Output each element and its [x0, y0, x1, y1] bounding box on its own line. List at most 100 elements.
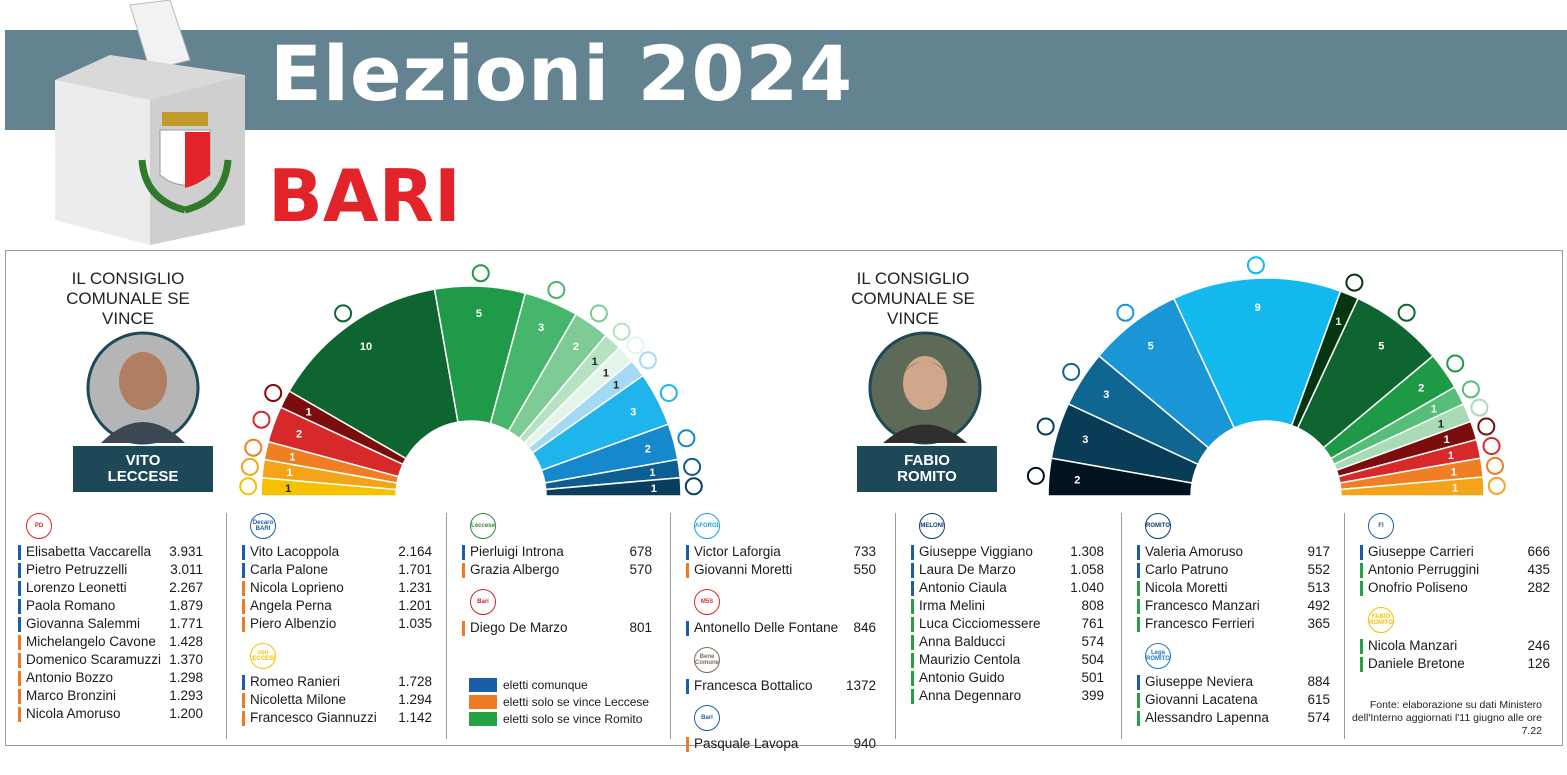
candidate-row: Antonio Bozzo 1.298 — [18, 669, 203, 687]
candidate-name: Antonio Bozzo — [26, 670, 114, 685]
candidate-name: Maurizio Centola — [919, 652, 1021, 667]
status-bar — [911, 563, 914, 578]
candidate-row: Anna Balducci 574 — [911, 633, 1104, 651]
candidate-name: Piero Albenzio — [250, 616, 337, 631]
legend-swatch — [469, 712, 497, 726]
candidate-row: Giovanni Moretti 550 — [686, 561, 876, 579]
status-bar — [18, 689, 21, 704]
seat-label: 2 — [1074, 474, 1080, 486]
party-logo-icon — [1246, 256, 1265, 275]
candidate-row: Diego De Marzo 801 — [462, 619, 652, 637]
status-bar — [686, 679, 689, 694]
candidate-row: Pierluigi Introna 678 — [462, 543, 652, 561]
status-bar — [18, 599, 21, 614]
seat-label: 1 — [1438, 419, 1444, 431]
party-logo-icon: PD — [26, 513, 52, 539]
status-bar — [911, 653, 914, 668]
party-logo-icon — [1345, 273, 1364, 292]
seat-label: 9 — [1255, 302, 1261, 314]
candidate-name: Laura De Marzo — [919, 562, 1016, 577]
candidate-first-name: FABIO — [904, 452, 950, 469]
candidate-votes: 1.293 — [169, 688, 203, 703]
status-bar — [911, 617, 914, 632]
candidate-row: Alessandro Lapenna 574 — [1137, 709, 1330, 727]
candidate-row: Antonello Delle Fontane 846 — [686, 619, 876, 637]
candidate-votes: 570 — [629, 562, 652, 577]
candidate-name: Nicola Amoruso — [26, 706, 121, 721]
candidate-row: Giovanna Salemmi 1.771 — [18, 615, 203, 633]
status-bar — [911, 581, 914, 596]
candidate-votes: 678 — [629, 544, 652, 559]
seat-slice — [1172, 277, 1342, 430]
candidate-votes: 501 — [1081, 670, 1104, 685]
seat-label: 1 — [1431, 404, 1437, 416]
party-logo-icon — [684, 477, 703, 496]
seat-slice — [1339, 476, 1485, 497]
seat-label: 1 — [289, 451, 295, 463]
status-bar — [242, 545, 245, 560]
candidate-row: Antonio Guido 501 — [911, 669, 1104, 687]
candidate-row: Antonio Perruggini 435 — [1360, 561, 1550, 579]
party-logo-icon: ROMITO — [1145, 513, 1171, 539]
candidate-row: Giuseppe Carrieri 666 — [1360, 543, 1550, 561]
status-bar — [1360, 563, 1363, 578]
candidate-row: Anna Degennaro 399 — [911, 687, 1104, 705]
party-logo-icon — [589, 304, 608, 323]
candidate-votes: 2.164 — [398, 544, 432, 559]
avatar-leccese — [86, 331, 200, 445]
candidate-name: Nicola Moretti — [1145, 580, 1228, 595]
party-logo-icon — [1461, 380, 1480, 399]
candidate-votes: 1.058 — [1070, 562, 1104, 577]
candidate-votes: 1.428 — [169, 634, 203, 649]
seat-label: 1 — [1452, 483, 1458, 495]
party-logo-icon — [1477, 417, 1496, 436]
candidate-name: Irma Melini — [919, 598, 986, 613]
seat-label: 3 — [630, 407, 636, 419]
candidate-votes: 1.728 — [398, 674, 432, 689]
candidate-votes: 550 — [853, 562, 876, 577]
status-bar — [18, 581, 21, 596]
candidate-votes: 940 — [853, 736, 876, 751]
seat-label: 1 — [1451, 466, 1457, 478]
legend-swatch — [469, 678, 497, 692]
status-bar — [462, 563, 465, 578]
status-bar — [242, 563, 245, 578]
candidate-last-name: ROMITO — [897, 468, 957, 485]
party-logo-icon — [1487, 476, 1506, 495]
status-bar — [1360, 545, 1363, 560]
seat-label: 3 — [538, 322, 544, 334]
party-logo-icon — [1470, 398, 1489, 417]
candidate-name: Giuseppe Neviera — [1145, 674, 1254, 689]
column-divider — [895, 513, 896, 739]
seat-label: 2 — [645, 444, 651, 456]
party-logo-icon — [683, 457, 702, 476]
party-logo-icon — [547, 280, 566, 299]
candidate-name: Alessandro Lapenna — [1145, 710, 1269, 725]
party-logo-icon — [239, 477, 258, 496]
status-bar — [18, 707, 21, 722]
candidate-name: Francesco Ferrieri — [1145, 616, 1255, 631]
candidate-votes: 399 — [1081, 688, 1104, 703]
candidate-name: Daniele Bretone — [1368, 656, 1465, 671]
candidate-name: Diego De Marzo — [470, 620, 568, 635]
candidate-name: Nicola Loprieno — [250, 580, 344, 595]
candidate-votes: 574 — [1307, 710, 1330, 725]
candidate-votes: 808 — [1081, 598, 1104, 613]
legend-item-leccese: eletti solo se vince Leccese — [469, 695, 649, 709]
seat-label: 1 — [1444, 434, 1450, 446]
status-bar — [18, 671, 21, 686]
candidate-name: Domenico Scaramuzzi — [26, 652, 162, 667]
candidate-name: Francesca Bottalico — [694, 678, 813, 693]
candidate-name: Michelangelo Cavone — [26, 634, 156, 649]
candidate-votes: 801 — [629, 620, 652, 635]
status-bar — [242, 599, 245, 614]
party-logo-icon — [659, 384, 678, 403]
candidate-votes: 3.931 — [169, 544, 203, 559]
candidate-name: Onofrio Poliseno — [1368, 580, 1468, 595]
candidate-row: Nicola Loprieno 1.231 — [242, 579, 432, 597]
status-bar — [686, 545, 689, 560]
status-bar — [686, 737, 689, 752]
candidate-votes: 1.879 — [169, 598, 203, 613]
seat-label: 1 — [613, 380, 619, 392]
party-logo-icon — [1486, 456, 1505, 475]
